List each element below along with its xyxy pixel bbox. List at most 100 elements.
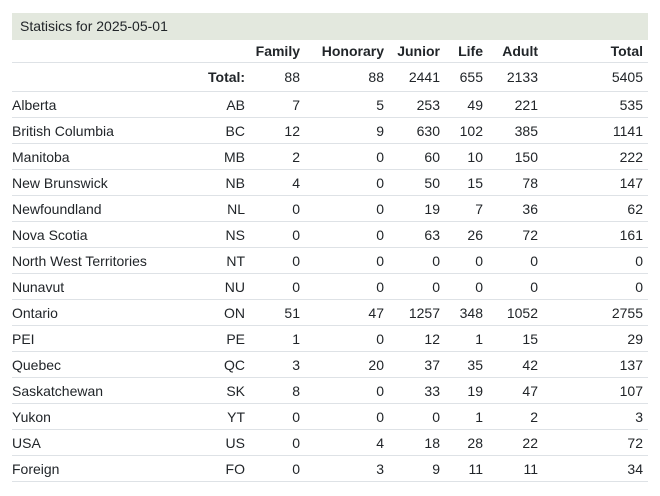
cell-adult: 0 — [488, 273, 543, 300]
cell-honorary: 0 — [305, 403, 389, 430]
cell-junior: 9 — [389, 455, 445, 482]
cell-honorary: 0 — [305, 377, 389, 404]
province-abbr: NB — [208, 169, 250, 196]
province-abbr: QC — [208, 351, 250, 378]
total-honorary: 88 — [305, 62, 389, 92]
cell-adult: 150 — [488, 143, 543, 170]
cell-total: 72 — [543, 429, 648, 456]
province-name: Nova Scotia — [12, 221, 208, 248]
total-row-label: Total: — [208, 62, 250, 92]
cell-junior: 63 — [389, 221, 445, 248]
province-abbr: SK — [208, 377, 250, 404]
cell-total: 0 — [543, 273, 648, 300]
cell-family: 0 — [250, 429, 305, 456]
cell-life: 7 — [445, 195, 488, 222]
cell-family: 0 — [250, 247, 305, 274]
table-row: Nova Scotia NS 0 0 63 26 72 161 — [12, 221, 648, 248]
cell-honorary: 20 — [305, 351, 389, 378]
cell-total: 161 — [543, 221, 648, 248]
cell-junior: 0 — [389, 403, 445, 430]
cell-total: 62 — [543, 195, 648, 222]
province-name: Alberta — [12, 91, 208, 118]
cell-adult: 36 — [488, 195, 543, 222]
cell-life: 19 — [445, 377, 488, 404]
cell-total: 0 — [543, 247, 648, 274]
total-row: Total: 88 88 2441 655 2133 5405 — [12, 62, 648, 92]
cell-life: 28 — [445, 429, 488, 456]
cell-life: 10 — [445, 143, 488, 170]
province-name: USA — [12, 429, 208, 456]
table-row: Quebec QC 3 20 37 35 42 137 — [12, 351, 648, 378]
cell-family: 3 — [250, 351, 305, 378]
cell-life: 348 — [445, 299, 488, 326]
cell-life: 0 — [445, 273, 488, 300]
cell-adult: 42 — [488, 351, 543, 378]
province-abbr: PE — [208, 325, 250, 352]
cell-honorary: 0 — [305, 221, 389, 248]
cell-junior: 1257 — [389, 299, 445, 326]
cell-junior: 19 — [389, 195, 445, 222]
total-family: 88 — [250, 62, 305, 92]
cell-life: 1 — [445, 403, 488, 430]
cell-adult: 385 — [488, 117, 543, 144]
total-life: 655 — [445, 62, 488, 92]
cell-honorary: 5 — [305, 91, 389, 118]
table-body: Alberta AB 7 5 253 49 221 535 British Columbia BC… — [12, 91, 648, 482]
cell-adult: 22 — [488, 429, 543, 456]
cell-family: 2 — [250, 143, 305, 170]
cell-adult: 1052 — [488, 299, 543, 326]
cell-family: 0 — [250, 273, 305, 300]
province-abbr: YT — [208, 403, 250, 430]
cell-adult: 0 — [488, 247, 543, 274]
table-row: PEI PE 1 0 12 1 15 29 — [12, 325, 648, 352]
cell-junior: 0 — [389, 273, 445, 300]
cell-junior: 630 — [389, 117, 445, 144]
province-name: Newfoundland — [12, 195, 208, 222]
cell-junior: 12 — [389, 325, 445, 352]
total-junior: 2441 — [389, 62, 445, 92]
cell-honorary: 47 — [305, 299, 389, 326]
cell-life: 11 — [445, 455, 488, 482]
province-abbr: US — [208, 429, 250, 456]
cell-junior: 0 — [389, 247, 445, 274]
cell-family: 1 — [250, 325, 305, 352]
province-abbr: NL — [208, 195, 250, 222]
cell-adult: 11 — [488, 455, 543, 482]
col-header-honorary: Honorary — [305, 40, 389, 63]
cell-honorary: 9 — [305, 117, 389, 144]
cell-total: 1141 — [543, 117, 648, 144]
cell-family: 4 — [250, 169, 305, 196]
province-name: New Brunswick — [12, 169, 208, 196]
province-abbr: FO — [208, 455, 250, 482]
cell-adult: 47 — [488, 377, 543, 404]
cell-life: 102 — [445, 117, 488, 144]
col-header-abbr-spacer — [208, 40, 250, 63]
cell-honorary: 0 — [305, 195, 389, 222]
cell-adult: 15 — [488, 325, 543, 352]
province-name: Foreign — [12, 455, 208, 482]
province-name: North West Territories — [12, 247, 208, 274]
cell-family: 0 — [250, 455, 305, 482]
province-abbr: NT — [208, 247, 250, 274]
cell-total: 2755 — [543, 299, 648, 326]
col-header-life: Life — [445, 40, 488, 63]
cell-junior: 37 — [389, 351, 445, 378]
cell-honorary: 0 — [305, 325, 389, 352]
col-header-total: Total — [543, 40, 648, 63]
col-header-family: Family — [250, 40, 305, 63]
table-row: USA US 0 4 18 28 22 72 — [12, 429, 648, 456]
stats-title-bar: Statisics for 2025-05-01 — [12, 13, 648, 40]
province-abbr: NU — [208, 273, 250, 300]
cell-honorary: 0 — [305, 169, 389, 196]
cell-honorary: 0 — [305, 273, 389, 300]
cell-junior: 253 — [389, 91, 445, 118]
table-row: North West Territories NT 0 0 0 0 0 0 — [12, 247, 648, 274]
province-name: Saskatchewan — [12, 377, 208, 404]
cell-adult: 72 — [488, 221, 543, 248]
cell-family: 0 — [250, 221, 305, 248]
cell-total: 137 — [543, 351, 648, 378]
cell-total: 147 — [543, 169, 648, 196]
col-header-name-spacer — [12, 40, 208, 63]
cell-total: 535 — [543, 91, 648, 118]
